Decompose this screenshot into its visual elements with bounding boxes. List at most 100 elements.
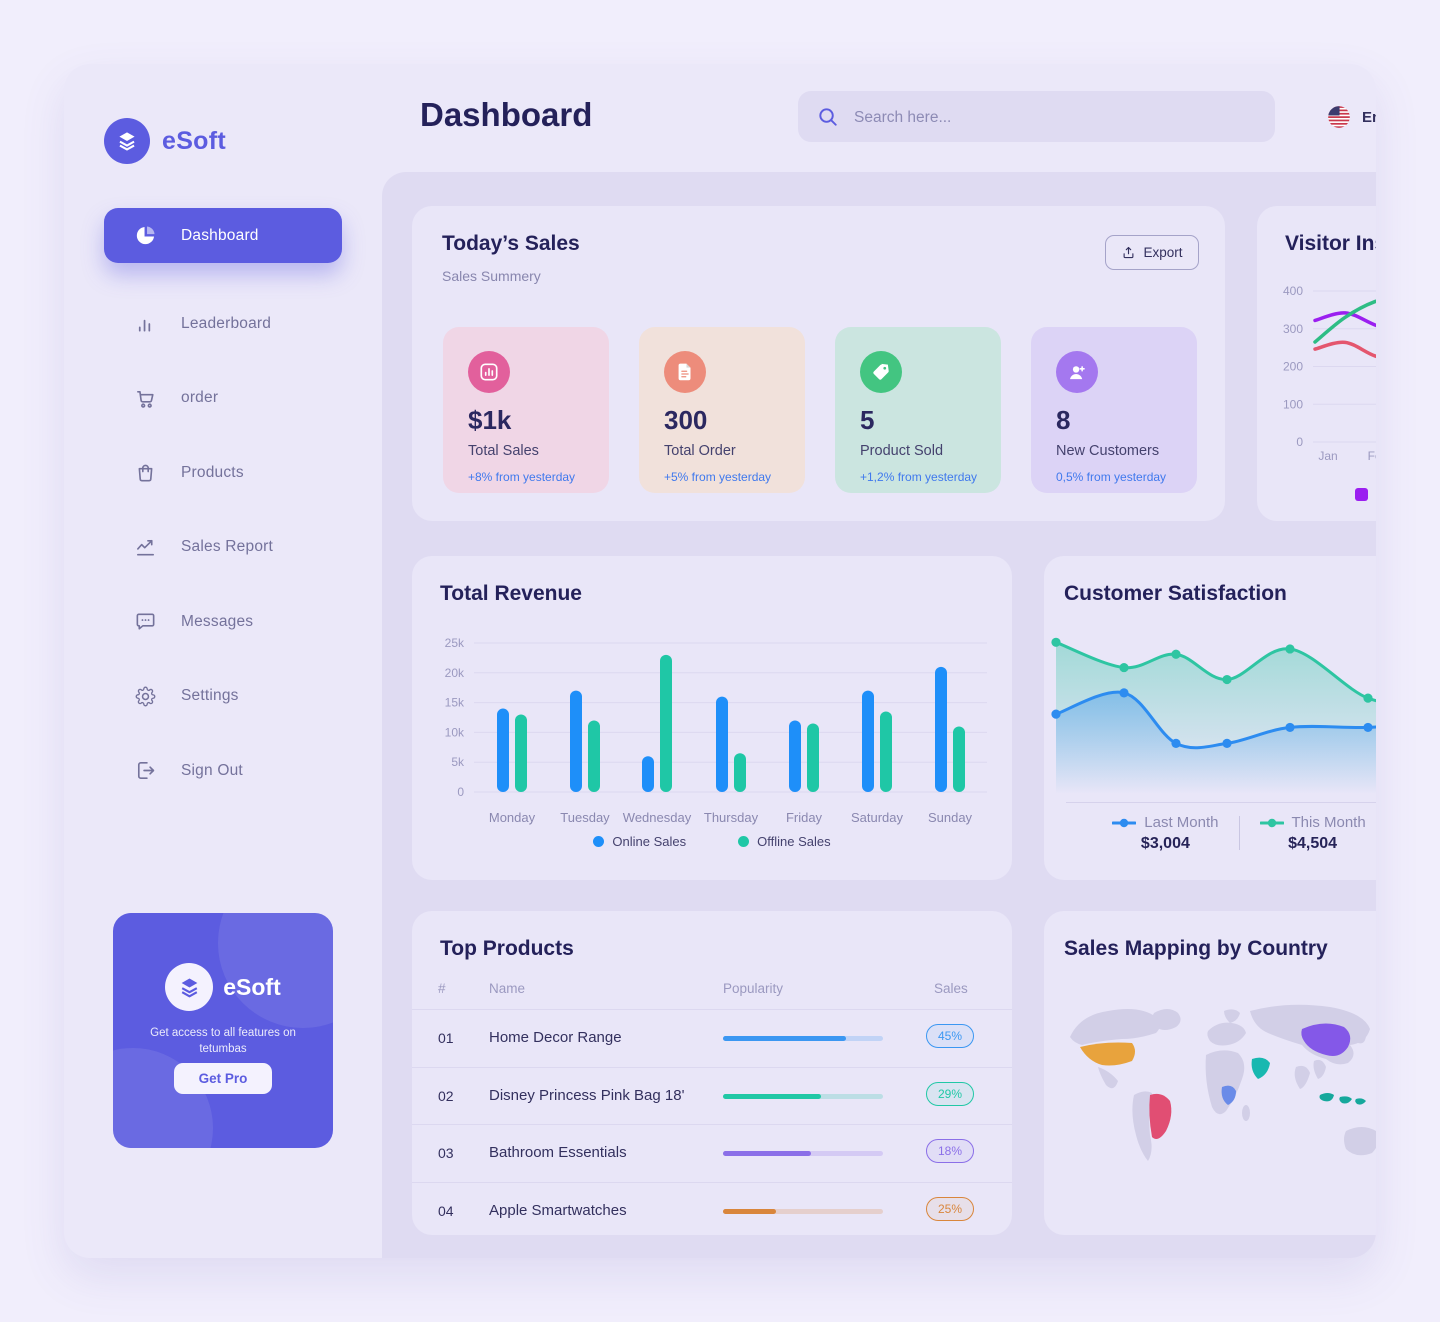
svg-text:Saturday: Saturday	[851, 810, 904, 825]
svg-text:300: 300	[1283, 322, 1303, 336]
search-bar	[798, 91, 1275, 144]
legend-online-sales: Online Sales	[593, 834, 686, 849]
sidebar-item-sign-out[interactable]: Sign Out	[104, 743, 342, 798]
popularity-bar	[723, 1151, 883, 1156]
svg-text:Monday: Monday	[489, 810, 536, 825]
table-row-home-decor-range: 01 Home Decor Range 45%	[412, 1009, 1012, 1067]
sidebar-item-sales-report[interactable]: Sales Report	[104, 520, 342, 575]
svg-text:20k: 20k	[445, 666, 465, 680]
customer-satisfaction-title: Customer Satisfaction	[1064, 582, 1287, 605]
language-selector[interactable]: En	[1326, 104, 1376, 130]
stat-label: Product Sold	[860, 443, 944, 459]
tag-icon	[860, 351, 902, 393]
pie-chart-icon	[134, 224, 157, 247]
user-plus-icon	[1056, 351, 1098, 393]
sales-badge: 18%	[926, 1139, 974, 1163]
stat-label: Total Sales	[468, 443, 539, 459]
trend-icon	[134, 536, 157, 559]
svg-text:0: 0	[1296, 435, 1303, 449]
customer-satisfaction-legend: Last Month $3,004 This Month $4,504	[1044, 814, 1376, 853]
sidebar-item-order[interactable]: order	[104, 371, 342, 426]
sign-out-icon	[134, 759, 157, 782]
pro-card-brand-name: eSoft	[223, 973, 281, 1000]
sidebar-item-label: Sales Report	[181, 538, 274, 555]
get-pro-button[interactable]: Get Pro	[174, 1063, 272, 1094]
sales-map-title: Sales Mapping by Country	[1064, 937, 1328, 960]
popularity-bar	[723, 1036, 883, 1041]
svg-text:0: 0	[457, 785, 464, 799]
export-label: Export	[1143, 245, 1183, 260]
popularity-bar	[723, 1093, 883, 1099]
chat-icon	[134, 610, 157, 633]
top-products-card: Top Products # Name Popularity Sales 01 H…	[412, 911, 1012, 1235]
sidebar-item-label: Leaderboard	[181, 314, 272, 332]
esoft-logo-icon	[104, 118, 150, 164]
table-row-apple-smartwatches: 04 Apple Smartwatches 25%	[412, 1181, 1012, 1240]
language-label: En	[1362, 108, 1376, 126]
stat-trend: 0,5% from yesterday	[1056, 470, 1167, 484]
this-month-total: $4,504	[1288, 835, 1338, 852]
pro-card-brand: eSoft	[113, 963, 333, 1011]
sidebar-item-messages[interactable]: Messages	[104, 594, 342, 649]
this-month-marker-icon	[1259, 818, 1284, 827]
svg-text:Friday: Friday	[786, 810, 823, 825]
sales-badge: 45%	[926, 1024, 974, 1048]
gear-icon	[134, 685, 157, 708]
table-body: 01 Home Decor Range 45% 02 Disney Princess P…	[412, 1009, 1012, 1239]
svg-text:15k: 15k	[445, 696, 465, 710]
stat-card-product-sold: 5 Product Sold +1,2% from yesterday	[835, 327, 1001, 493]
country-united-states	[1080, 1042, 1135, 1066]
row-number: 04	[438, 1202, 454, 1219]
legend-label: Online Sales	[612, 834, 687, 849]
svg-text:Sunday: Sunday	[928, 810, 973, 825]
stat-value: 300	[664, 405, 708, 435]
country-brazil	[1149, 1093, 1172, 1139]
page-title: Dashboard	[420, 96, 593, 133]
visitor-insights-chart: 0100200300400JanFebMarApr	[1283, 284, 1376, 463]
sidebar-item-products[interactable]: Products	[104, 445, 342, 500]
svg-text:Wednesday: Wednesday	[623, 810, 692, 825]
export-button[interactable]: Export	[1105, 235, 1199, 270]
stat-card-total-order: 300 Total Order +5% from yesterday	[639, 327, 805, 493]
loyal-customers-swatch	[1355, 487, 1368, 501]
pro-card-text: Get access to all features on tetumbas	[150, 1027, 296, 1055]
svg-text:10k: 10k	[445, 725, 465, 739]
sales-badge: 25%	[926, 1196, 974, 1221]
product-name: Home Decor Range	[489, 1029, 622, 1046]
brand[interactable]: eSoft	[104, 118, 226, 164]
row-number: 02	[438, 1087, 454, 1104]
sidebar-item-label: Products	[181, 463, 244, 481]
sidebar-item-dashboard[interactable]: Dashboard	[104, 208, 342, 263]
stat-card-new-customers: 8 New Customers 0,5% from yesterday	[1031, 327, 1197, 493]
visitor-insights-legend: Loyal Customers	[1355, 487, 1376, 501]
sidebar-item-label: Dashboard	[181, 226, 259, 244]
table-row-disney-princess-pink-bag-18-: 02 Disney Princess Pink Bag 18' 29%	[412, 1066, 1012, 1125]
world-map	[1070, 1004, 1376, 1161]
total-revenue-card: Total Revenue 0 5k 10k 15k 20k 25k Monday Tuesd…	[412, 556, 1012, 880]
search-input[interactable]	[852, 91, 1256, 144]
country-china	[1301, 1023, 1351, 1056]
sidebar-item-label: Settings	[181, 687, 239, 704]
customer-satisfaction-chart	[1051, 637, 1376, 794]
legend-this-month: This Month $4,504	[1259, 814, 1366, 853]
last-month-marker-icon	[1112, 818, 1137, 827]
brand-name: eSoft	[162, 126, 226, 155]
total-revenue-legend: Online Sales Offline Sales	[412, 834, 1012, 849]
svg-text:Jan: Jan	[1318, 449, 1337, 463]
stat-value: $1k	[468, 405, 512, 435]
sales-badge: 29%	[926, 1081, 974, 1106]
popularity-bar	[723, 1208, 883, 1214]
sidebar-item-leaderboard[interactable]: Leaderboard	[104, 296, 342, 351]
sidebar-item-settings[interactable]: Settings	[104, 669, 342, 724]
stat-label: New Customers	[1056, 443, 1160, 459]
cart-icon	[134, 387, 157, 410]
country-indonesia	[1319, 1093, 1366, 1105]
divider	[1066, 802, 1376, 803]
customer-satisfaction-card: Customer Satisfaction Last Month $3,004 …	[1044, 556, 1376, 880]
svg-text:Tuesday: Tuesday	[560, 810, 610, 825]
country-saudi-arabia	[1251, 1057, 1270, 1079]
country-dr-congo	[1221, 1085, 1236, 1105]
stat-value: 8	[1056, 405, 1071, 435]
table-header: # Name Popularity Sales	[438, 981, 968, 996]
pro-upgrade-card: eSoft Get access to all features on tetu…	[113, 913, 333, 1148]
